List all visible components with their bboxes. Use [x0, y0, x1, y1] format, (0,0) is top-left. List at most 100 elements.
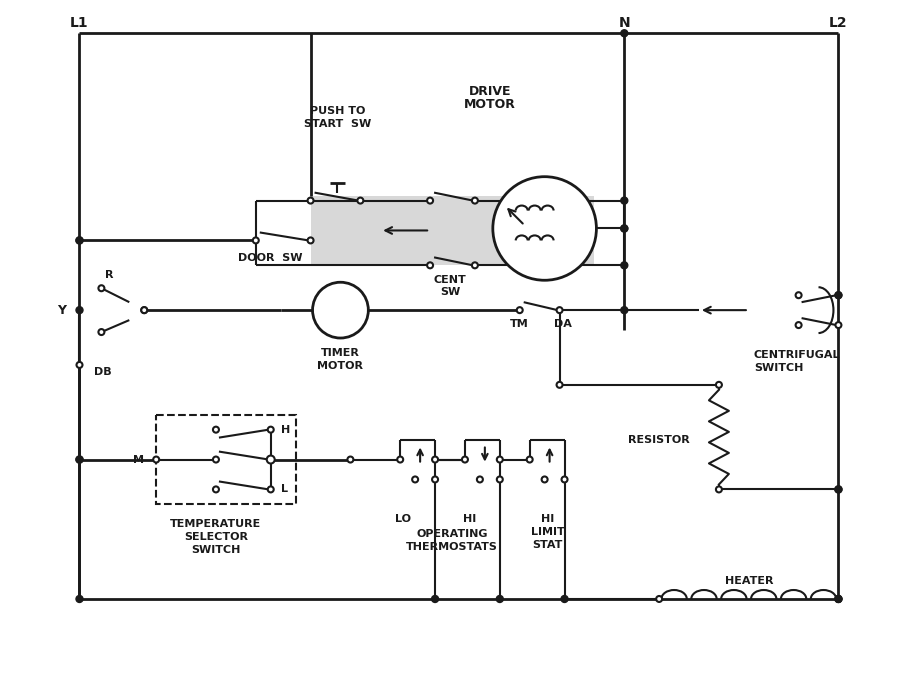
Circle shape — [267, 486, 274, 493]
Text: DA: DA — [554, 319, 572, 329]
Circle shape — [432, 477, 438, 482]
Circle shape — [141, 307, 148, 313]
Circle shape — [267, 456, 274, 463]
Text: STAT: STAT — [533, 540, 562, 550]
Circle shape — [267, 426, 274, 433]
Circle shape — [462, 457, 468, 462]
Circle shape — [621, 225, 628, 232]
Circle shape — [76, 306, 83, 314]
Text: HI: HI — [541, 514, 554, 524]
Text: START  SW: START SW — [304, 119, 371, 129]
Text: TIMER: TIMER — [321, 348, 360, 358]
Circle shape — [253, 237, 259, 244]
Text: TEMPERATURE: TEMPERATURE — [170, 520, 262, 529]
Circle shape — [213, 426, 219, 433]
Circle shape — [562, 477, 568, 482]
Circle shape — [497, 477, 503, 482]
Text: LO: LO — [395, 514, 411, 524]
Circle shape — [835, 486, 842, 493]
Text: PUSH TO: PUSH TO — [310, 106, 365, 116]
Text: THERMOSTATS: THERMOSTATS — [406, 542, 498, 552]
Circle shape — [213, 457, 219, 462]
Circle shape — [556, 382, 562, 388]
Text: SELECTOR: SELECTOR — [184, 532, 248, 542]
Text: MOTOR: MOTOR — [318, 361, 364, 371]
Circle shape — [98, 329, 104, 335]
Text: L1: L1 — [70, 17, 89, 30]
Circle shape — [153, 457, 159, 462]
Circle shape — [835, 595, 842, 602]
Circle shape — [397, 457, 403, 462]
Circle shape — [835, 322, 842, 328]
Circle shape — [76, 595, 83, 602]
Circle shape — [835, 596, 842, 602]
Circle shape — [835, 292, 842, 299]
Text: SWITCH: SWITCH — [754, 363, 803, 373]
Circle shape — [477, 477, 483, 482]
Circle shape — [472, 197, 478, 204]
Circle shape — [556, 307, 562, 313]
Circle shape — [428, 262, 433, 268]
Text: R: R — [105, 270, 113, 280]
Circle shape — [497, 457, 503, 462]
Text: DOOR  SW: DOOR SW — [238, 253, 303, 264]
Circle shape — [141, 307, 148, 313]
Circle shape — [621, 262, 628, 269]
Text: L2: L2 — [829, 17, 848, 30]
Circle shape — [796, 292, 802, 298]
Circle shape — [542, 477, 547, 482]
Circle shape — [472, 262, 478, 268]
Text: RESISTOR: RESISTOR — [628, 435, 690, 444]
Circle shape — [835, 595, 842, 602]
Text: DB: DB — [94, 367, 112, 377]
Circle shape — [347, 457, 354, 462]
Circle shape — [98, 285, 104, 291]
Text: OPERATING: OPERATING — [416, 529, 488, 540]
Circle shape — [357, 197, 364, 204]
Circle shape — [621, 30, 628, 37]
Circle shape — [621, 225, 628, 232]
Text: HI: HI — [464, 514, 476, 524]
Text: CENT: CENT — [434, 275, 466, 285]
Circle shape — [621, 306, 628, 314]
Circle shape — [76, 456, 83, 463]
Text: LIMIT: LIMIT — [531, 527, 564, 538]
Text: HEATER: HEATER — [724, 576, 773, 586]
Circle shape — [432, 595, 438, 602]
Circle shape — [561, 595, 568, 602]
Text: DRIVE: DRIVE — [469, 85, 511, 97]
Circle shape — [496, 595, 503, 602]
Text: SWITCH: SWITCH — [192, 545, 240, 555]
Text: M: M — [133, 455, 144, 464]
Circle shape — [835, 486, 842, 493]
Text: Y: Y — [58, 304, 67, 317]
Polygon shape — [310, 195, 594, 266]
Circle shape — [621, 197, 628, 204]
Circle shape — [76, 237, 83, 244]
Circle shape — [312, 282, 368, 338]
Circle shape — [493, 177, 597, 280]
Circle shape — [517, 307, 523, 313]
Text: L: L — [281, 484, 288, 495]
Text: MOTOR: MOTOR — [464, 99, 516, 112]
Circle shape — [308, 237, 313, 244]
Text: CENTRIFUGAL: CENTRIFUGAL — [754, 350, 841, 360]
Circle shape — [835, 292, 842, 298]
Circle shape — [308, 197, 313, 204]
Circle shape — [656, 596, 662, 602]
Text: SW: SW — [440, 287, 460, 297]
Circle shape — [526, 457, 533, 462]
Circle shape — [716, 486, 722, 493]
Circle shape — [412, 477, 418, 482]
Circle shape — [213, 486, 219, 493]
Circle shape — [716, 382, 722, 388]
Text: TM: TM — [510, 319, 529, 329]
Text: H: H — [281, 424, 290, 435]
Circle shape — [428, 197, 433, 204]
Text: N: N — [618, 17, 630, 30]
Circle shape — [432, 457, 438, 462]
Circle shape — [76, 237, 83, 244]
Circle shape — [266, 455, 274, 464]
Circle shape — [76, 362, 83, 368]
Circle shape — [76, 456, 83, 463]
